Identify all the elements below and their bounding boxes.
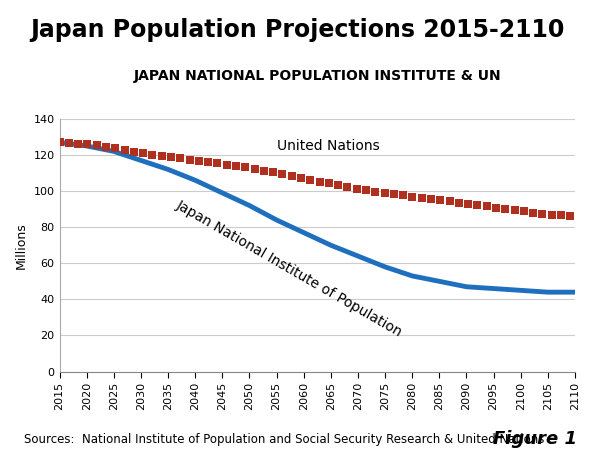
- Text: United Nations: United Nations: [277, 139, 380, 153]
- Text: Sources:  National Institute of Population and Social Security Research & United: Sources: National Institute of Populatio…: [24, 432, 544, 446]
- Y-axis label: Millions: Millions: [15, 222, 28, 269]
- Text: Japan National Institute of Population: Japan National Institute of Population: [174, 198, 405, 340]
- Text: Figure 1: Figure 1: [493, 430, 577, 448]
- Title: JAPAN NATIONAL POPULATION INSTITUTE & UN: JAPAN NATIONAL POPULATION INSTITUTE & UN: [133, 69, 501, 83]
- Text: Japan Population Projections 2015-2110: Japan Population Projections 2015-2110: [30, 18, 565, 42]
